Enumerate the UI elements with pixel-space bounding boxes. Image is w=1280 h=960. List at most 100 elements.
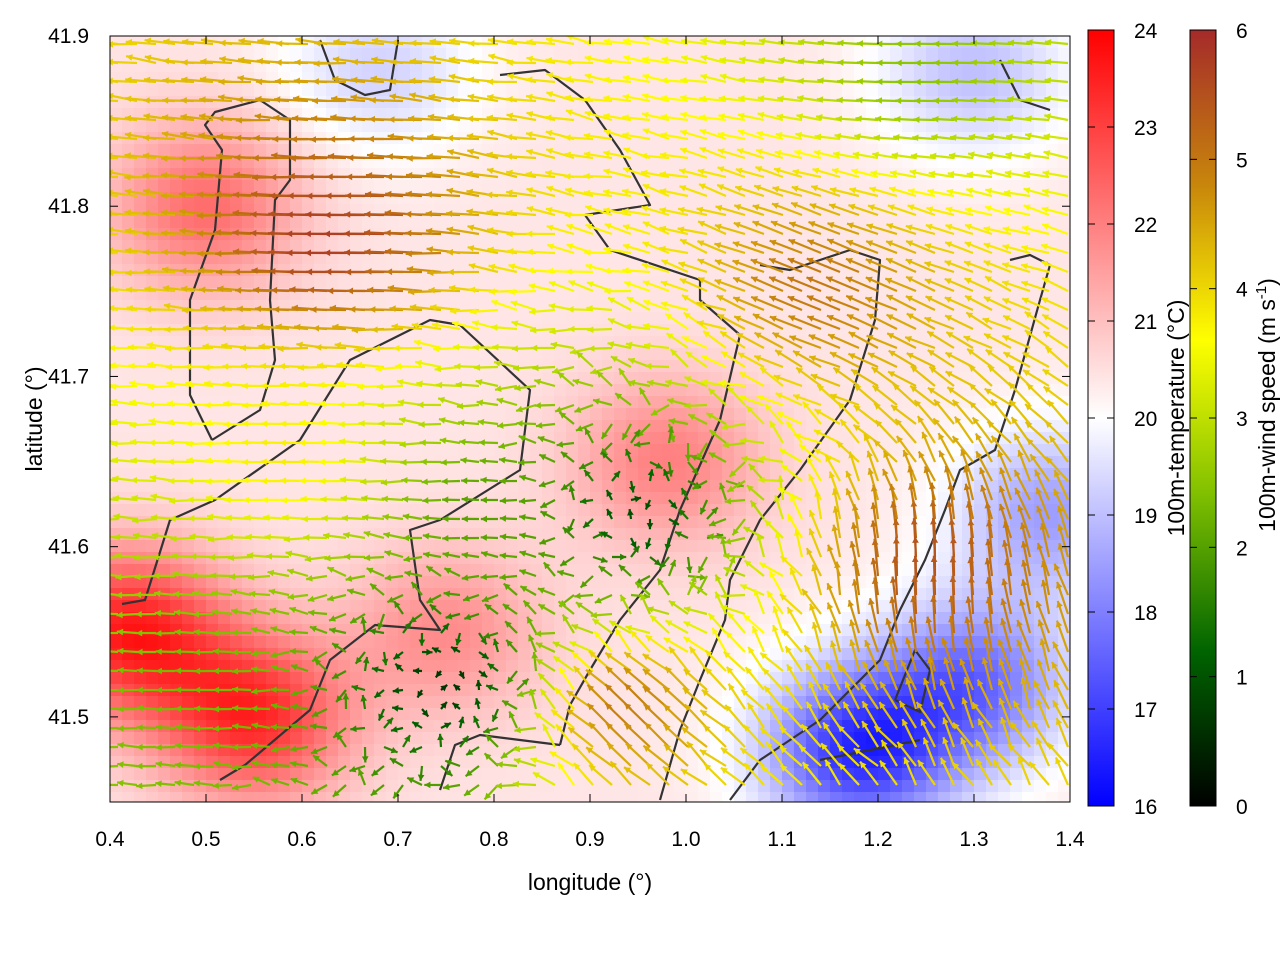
temperature-cell bbox=[362, 672, 375, 685]
temperature-cell bbox=[686, 216, 699, 229]
temperature-cell bbox=[374, 120, 387, 133]
temperature-cell bbox=[554, 252, 567, 265]
temperature-cell bbox=[470, 48, 483, 61]
temperature-cell bbox=[650, 528, 663, 541]
temperature-cell bbox=[134, 48, 147, 61]
temperature-cell bbox=[890, 120, 903, 133]
temperature-cell bbox=[254, 492, 267, 505]
temperature-cell bbox=[758, 492, 771, 505]
temperature-cell bbox=[266, 576, 279, 589]
temperature-cell bbox=[422, 696, 435, 709]
temperature-cell bbox=[614, 480, 627, 493]
temperature-cell bbox=[734, 504, 747, 517]
temperature-cell bbox=[170, 120, 183, 133]
temperature-cell bbox=[554, 624, 567, 637]
temperature-cell bbox=[758, 84, 771, 97]
temperature-cell bbox=[938, 36, 951, 49]
temperature-cell bbox=[830, 84, 843, 97]
temperature-cell bbox=[314, 732, 327, 745]
temperature-cell bbox=[542, 396, 555, 409]
temperature-cell bbox=[662, 480, 675, 493]
temperature-cell bbox=[326, 192, 339, 205]
temperature-cell bbox=[302, 180, 315, 193]
temperature-cell bbox=[254, 564, 267, 577]
temperature-cell bbox=[662, 84, 675, 97]
temperature-cell bbox=[938, 120, 951, 133]
temperature-cell bbox=[182, 408, 195, 421]
temperature-cell bbox=[326, 216, 339, 229]
temperature-cell bbox=[386, 540, 399, 553]
temperature-cell bbox=[698, 84, 711, 97]
temperature-cell bbox=[362, 600, 375, 613]
temperature-cell bbox=[1046, 732, 1059, 745]
temperature-cell bbox=[770, 84, 783, 97]
temperature-cell bbox=[182, 624, 195, 637]
temperature-cell bbox=[230, 504, 243, 517]
temperature-cell bbox=[290, 168, 303, 181]
temperature-cell bbox=[554, 60, 567, 73]
temperature-cell bbox=[878, 120, 891, 133]
temperature-cell bbox=[410, 468, 423, 481]
temperature-cell bbox=[998, 36, 1011, 49]
temperature-cell bbox=[146, 696, 159, 709]
temperature-cell bbox=[410, 240, 423, 253]
temperature-cell bbox=[290, 372, 303, 385]
temperature-cell bbox=[494, 120, 507, 133]
temperature-cell bbox=[350, 144, 363, 157]
temperature-cell bbox=[458, 660, 471, 673]
temperature-cell bbox=[686, 120, 699, 133]
temperature-cell bbox=[242, 696, 255, 709]
temperature-cell bbox=[518, 732, 531, 745]
temperature-cell bbox=[518, 444, 531, 457]
temperature-cell bbox=[566, 444, 579, 457]
temperature-cell bbox=[1046, 252, 1059, 265]
temperature-cell bbox=[146, 672, 159, 685]
temperature-cell bbox=[770, 552, 783, 565]
temperature-cell bbox=[206, 468, 219, 481]
temperature-cell bbox=[974, 156, 987, 169]
temperature-cell bbox=[614, 504, 627, 517]
temperature-cell bbox=[1010, 48, 1023, 61]
temperature-cell bbox=[338, 312, 351, 325]
temperature-cell bbox=[134, 420, 147, 433]
temperature-cell bbox=[110, 48, 123, 61]
temperature-cell bbox=[326, 120, 339, 133]
temperature-cell bbox=[794, 600, 807, 613]
temperature-cell bbox=[338, 216, 351, 229]
temperature-cell bbox=[734, 444, 747, 457]
temperature-cell bbox=[794, 480, 807, 493]
temperature-cell bbox=[482, 216, 495, 229]
temperature-cell bbox=[230, 264, 243, 277]
temperature-cell bbox=[554, 120, 567, 133]
temperature-cell bbox=[182, 276, 195, 289]
temperature-cell bbox=[398, 588, 411, 601]
temperature-cell bbox=[230, 492, 243, 505]
temperature-cell bbox=[230, 372, 243, 385]
temperature-cell bbox=[506, 564, 519, 577]
temperature-cell bbox=[1034, 384, 1047, 397]
temperature-cell bbox=[458, 756, 471, 769]
temperature-cell bbox=[722, 504, 735, 517]
temperature-cell bbox=[662, 408, 675, 421]
temperature-cell bbox=[842, 576, 855, 589]
temperature-cell bbox=[314, 216, 327, 229]
temperature-cell bbox=[122, 504, 135, 517]
temperature-cell bbox=[230, 396, 243, 409]
temperature-cell bbox=[494, 720, 507, 733]
temperature-cell bbox=[722, 120, 735, 133]
temperature-cell bbox=[1058, 48, 1070, 61]
temperature-cell bbox=[326, 504, 339, 517]
temperature-cell bbox=[266, 120, 279, 133]
temperature-cell bbox=[362, 468, 375, 481]
temperature-cell bbox=[866, 36, 879, 49]
temperature-cell bbox=[242, 120, 255, 133]
temperature-cell bbox=[170, 216, 183, 229]
temperature-cell bbox=[398, 348, 411, 361]
temperature-cell bbox=[674, 216, 687, 229]
temperature-cell bbox=[350, 180, 363, 193]
temperature-cell bbox=[314, 444, 327, 457]
temperature-cell bbox=[578, 576, 591, 589]
temperature-cell bbox=[782, 576, 795, 589]
temperature-cell bbox=[302, 348, 315, 361]
temperature-cell bbox=[626, 456, 639, 469]
